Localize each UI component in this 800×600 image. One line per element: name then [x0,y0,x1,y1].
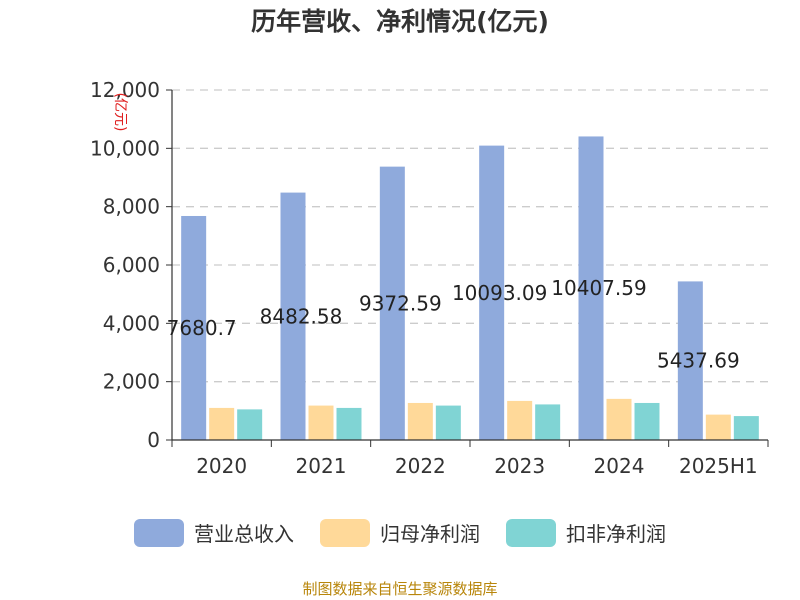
legend-label: 营业总收入 [194,522,294,546]
bar-1-1[interactable] [308,405,334,440]
legend-swatch [320,518,370,547]
x-tick-label: 2023 [494,454,545,478]
bar-2-1[interactable] [336,407,362,440]
legend-label: 扣非净利润 [566,522,666,546]
y-tick-label: 10,000 [90,136,160,160]
y-tick-label: 2,000 [103,370,160,394]
axes: 0 2,000 4,000 6,000 8,000 10,000 12,000 2020 202… [90,78,769,478]
x-tick-label: 2024 [594,454,645,478]
bar-0-4[interactable] [578,136,604,440]
y-tick-label: 12,000 [90,78,160,102]
data-label: 10407.59 [551,276,646,300]
bar-1-2[interactable] [407,402,433,440]
gridlines [172,89,768,383]
bar-0-5[interactable] [677,281,703,440]
data-label: 9372.59 [359,291,442,315]
bar-2-3[interactable] [535,404,561,440]
y-unit-label: (亿元) [112,93,128,132]
x-tick-label: 2022 [395,454,446,478]
legend-label: 归母净利润 [380,522,480,546]
bar-1-4[interactable] [606,398,632,440]
legend: 营业总收入 归母净利润 扣非净利润 [0,518,800,547]
bar-0-2[interactable] [379,166,405,440]
legend-item-net-profit[interactable]: 归母净利润 [320,518,480,547]
bar-2-5[interactable] [733,416,759,440]
bar-0-1[interactable] [280,192,306,440]
chart-title: 历年营收、净利情况(亿元) [251,7,549,36]
legend-item-deducted-net-profit[interactable]: 扣非净利润 [506,518,666,547]
bar-1-3[interactable] [507,400,533,440]
data-label: 10093.09 [452,281,547,305]
bar-0-3[interactable] [479,145,505,440]
data-label: 5437.69 [657,349,740,373]
bar-1-0[interactable] [209,407,235,440]
x-tick-label: 2020 [196,454,247,478]
bar-2-0[interactable] [237,409,263,440]
bars [181,136,759,440]
data-labels: 7680.7 8482.58 9372.59 10093.09 10407.59 5437… [167,276,740,372]
y-tick-label: 4,000 [103,311,160,335]
data-label: 8482.58 [260,304,343,328]
legend-swatch [506,518,556,547]
bar-1-5[interactable] [705,414,731,440]
legend-item-revenue[interactable]: 营业总收入 [134,518,294,547]
bar-0-0[interactable] [181,215,207,440]
data-label: 7680.7 [167,316,237,340]
y-tick-label: 0 [147,428,160,452]
y-tick-label: 8,000 [103,195,160,219]
legend-swatch [134,518,184,547]
bar-2-4[interactable] [634,402,660,440]
source-note: 制图数据来自恒生聚源数据库 [302,580,498,598]
bar-2-2[interactable] [435,405,461,440]
x-tick-label: 2025H1 [679,454,758,478]
y-tick-label: 6,000 [103,253,160,277]
x-tick-label: 2021 [296,454,347,478]
